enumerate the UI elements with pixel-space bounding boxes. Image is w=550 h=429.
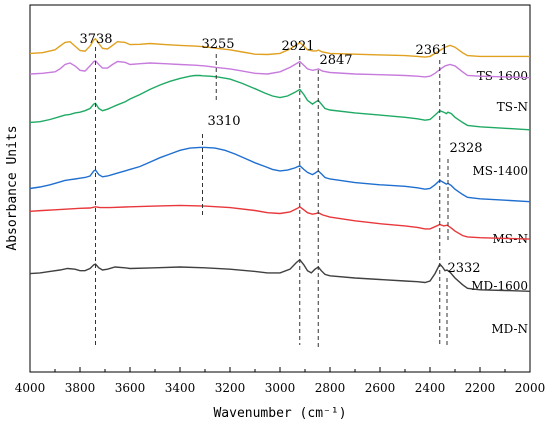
series-line-ms-1400: [29, 74, 531, 131]
peak-label-3738: 3738: [79, 32, 112, 47]
x-tick-label-2400: 2400: [415, 381, 446, 395]
x-axis-ticks: 4000 3800 3600 3400 3200 3000 2800 2600 2400 2200…: [15, 367, 546, 395]
x-tick-label-3800: 3800: [65, 381, 96, 395]
x-tick-label-3000: 3000: [265, 381, 296, 395]
x-axis-title: Wavenumber (cm⁻¹): [213, 406, 346, 421]
series-line-ms-n: [29, 146, 531, 203]
series-label-ms-1400: MS-1400: [472, 164, 528, 178]
x-tick-label-2000: 2000: [515, 381, 546, 395]
series-line-ts-1600: [29, 37, 530, 58]
x-tick-label-4000: 4000: [15, 381, 46, 395]
x-tick-label-2800: 2800: [315, 381, 346, 395]
peak-markers: 3738 3255 2921 2847 2361 3310 2328 2332: [79, 32, 483, 350]
x-tick-label-3200: 3200: [215, 381, 246, 395]
x-tick-label-3400: 3400: [165, 381, 196, 395]
x-tick-label-2200: 2200: [465, 381, 496, 395]
series-line-md-1600: [29, 204, 531, 240]
peak-label-2847: 2847: [319, 53, 352, 68]
series-label-md-n: MD-N: [491, 322, 528, 336]
peak-label-2328: 2328: [449, 141, 482, 156]
peak-label-2921: 2921: [281, 39, 314, 54]
series-label-ts-n: TS-N: [497, 100, 528, 114]
peak-label-2332: 2332: [447, 261, 480, 276]
series-line-ts-n: [29, 59, 531, 79]
x-tick-label-3600: 3600: [115, 381, 146, 395]
series-label-ts-1600: TS-1600: [477, 69, 528, 83]
x-tick-label-2600: 2600: [365, 381, 396, 395]
peak-label-3255: 3255: [201, 37, 234, 52]
peak-label-3310: 3310: [207, 114, 240, 129]
y-axis-title: Absorbance Units: [5, 125, 20, 250]
peak-label-2361: 2361: [415, 43, 448, 58]
